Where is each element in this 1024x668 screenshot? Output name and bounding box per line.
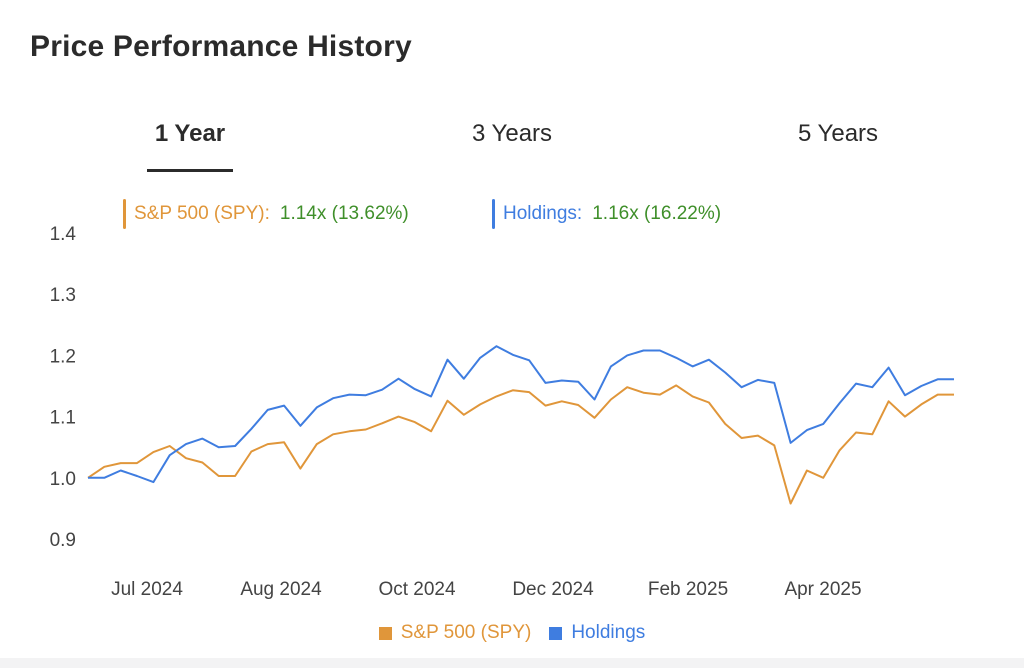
legend-item-spy[interactable]: S&P 500 (SPY) <box>378 622 532 644</box>
tab-label: 1 Year <box>154 120 226 147</box>
legend-item-holdings[interactable]: Holdings <box>549 622 645 644</box>
y-tick-label: 1.3 <box>50 285 76 306</box>
summary-color-bar <box>123 199 126 229</box>
series-line-holdings[interactable] <box>88 345 954 484</box>
tab-label: 5 Years <box>797 120 879 147</box>
x-tick-label: Oct 2024 <box>378 579 456 600</box>
x-tick-label: Dec 2024 <box>512 579 594 600</box>
legend-label: Holdings <box>571 622 646 643</box>
summary-spy: S&P 500 (SPY): 1.14x (13.62%) <box>123 198 409 230</box>
tab-label: 3 Years <box>471 120 553 147</box>
tab-1-year[interactable]: 1 Year <box>147 118 233 174</box>
tab-3-years[interactable]: 3 Years <box>462 118 562 174</box>
summary-name: S&P 500 (SPY): <box>134 203 270 224</box>
x-tick-label: Jul 2024 <box>111 579 183 600</box>
legend-label: S&P 500 (SPY) <box>400 622 532 643</box>
summary-value: 1.16x (16.22%) <box>592 203 722 224</box>
y-tick-label: 1.4 <box>50 224 77 245</box>
y-tick-label: 1.2 <box>50 346 76 367</box>
summary-holdings: Holdings: 1.16x (16.22%) <box>492 198 721 230</box>
bottom-band <box>0 658 1024 668</box>
y-tick-label: 1.1 <box>50 408 76 429</box>
active-tab-underline <box>147 169 233 172</box>
summary-value: 1.14x (13.62%) <box>279 203 409 224</box>
tab-5-years[interactable]: 5 Years <box>788 118 888 174</box>
legend-swatch-spy <box>378 626 392 640</box>
series-line-spy[interactable] <box>87 384 954 505</box>
y-tick-label: 0.9 <box>50 530 76 551</box>
x-tick-label: Aug 2024 <box>240 579 322 600</box>
page-title: Price Performance History <box>30 30 412 63</box>
x-tick-label: Feb 2025 <box>648 579 728 600</box>
legend-swatch-holdings <box>549 626 563 640</box>
legend: S&P 500 (SPY) Holdings <box>0 622 1024 644</box>
y-tick-label: 1.0 <box>50 469 76 490</box>
x-tick-label: Apr 2025 <box>784 579 861 600</box>
summary-color-bar <box>492 199 495 229</box>
summary-name: Holdings: <box>503 203 583 224</box>
